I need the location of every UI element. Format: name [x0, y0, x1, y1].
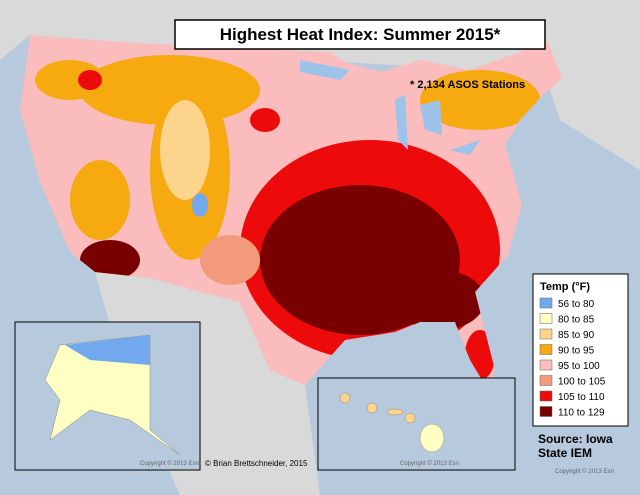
- legend-label: 90 to 95: [558, 346, 595, 357]
- title-box: [174, 19, 546, 50]
- legend-label: 85 to 90: [558, 330, 595, 341]
- basemap-credit: Copyright © 2013 Esri: [400, 460, 459, 467]
- alaska: [44, 334, 181, 456]
- title: Highest Heat Index: Summer 2015*: [220, 25, 501, 44]
- legend-swatch: [539, 359, 553, 371]
- legend-swatch: [539, 406, 553, 417]
- legend-label: 100 to 105: [558, 377, 606, 388]
- legend-swatch: [539, 390, 553, 402]
- basemap-credit: Copyright © 2013 Esri: [555, 468, 614, 475]
- source: Source: Iowa State IEM: [538, 432, 613, 460]
- legend-label: 56 to 80: [558, 299, 595, 310]
- credit: © Brian Brettschneider, 2015: [205, 459, 308, 468]
- legend-swatch: [539, 344, 553, 355]
- legend-swatch: [539, 297, 553, 309]
- legend-label: 105 to 110: [558, 392, 605, 403]
- legend-swatch: [539, 375, 553, 386]
- great-lakes: [300, 60, 480, 155]
- note: * 2,134 ASOS Stations: [410, 79, 525, 91]
- hawaii: [339, 392, 445, 453]
- legend-label: 110 to 129: [558, 408, 605, 419]
- legend-label: 95 to 100: [558, 361, 600, 372]
- legend-title: Temp (°F): [540, 281, 590, 293]
- hawaii-inset: [317, 377, 516, 471]
- basemap-credit: Copyright © 2013 Esri: [140, 460, 199, 467]
- alaska-north: [65, 335, 150, 365]
- legend-swatch: [539, 313, 553, 324]
- legend-swatch: [539, 328, 553, 340]
- legend-label: 80 to 85: [558, 315, 595, 326]
